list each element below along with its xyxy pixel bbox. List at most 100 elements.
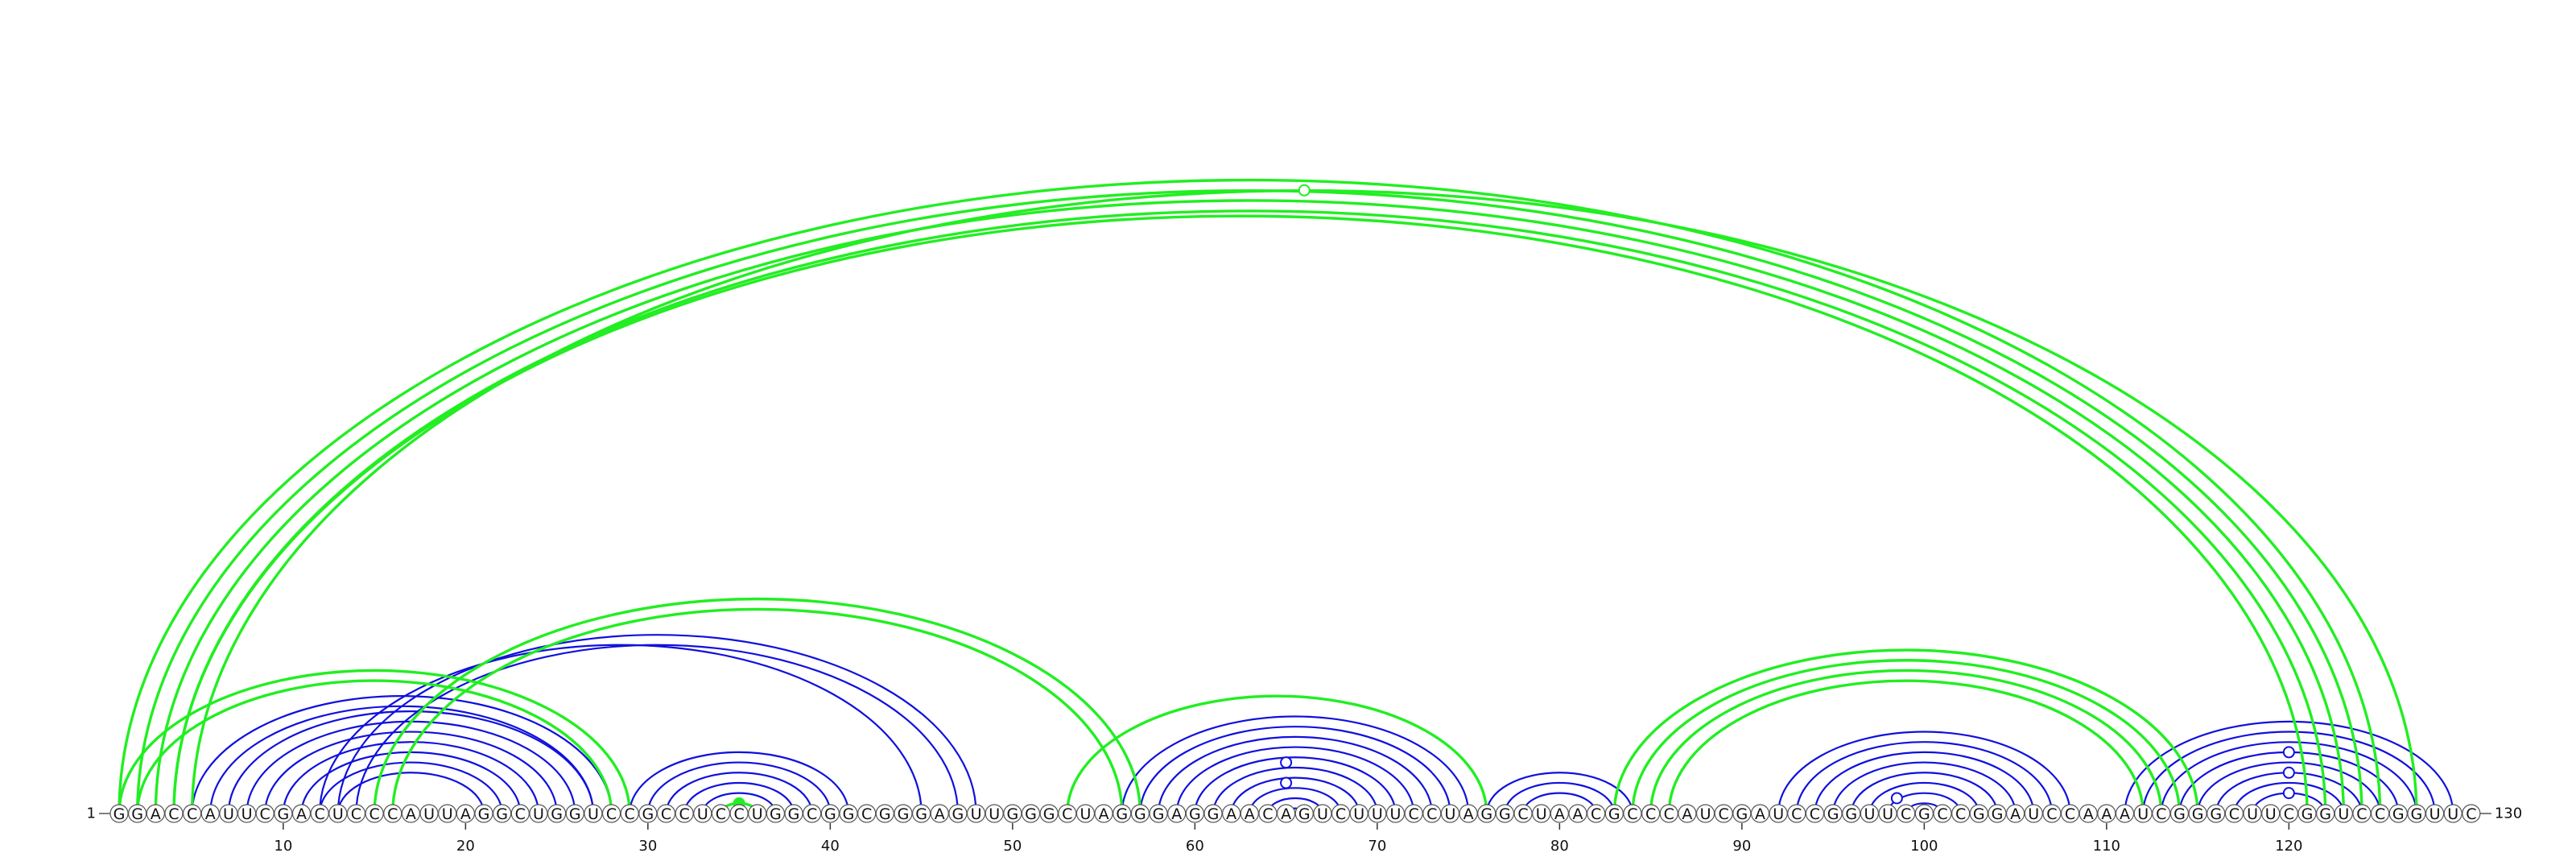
- nucleotide-letter: G: [1006, 805, 1018, 823]
- nucleotide-circle: [1823, 804, 1843, 823]
- blue-arc-95-105: [1832, 761, 2017, 814]
- nucleotide-circle: [1331, 804, 1351, 823]
- nucleotide-circle: [2316, 804, 2335, 823]
- nucleotide-circle: [2443, 804, 2462, 823]
- nucleotide-letter: A: [1554, 805, 1565, 823]
- nucleotide-circle: [711, 804, 731, 823]
- nucleotide-circle: [1842, 804, 1861, 823]
- nucleotide-91: A: [1750, 804, 1770, 823]
- nucleotide-letter: G: [843, 805, 855, 823]
- nucleotide-118: U: [2243, 804, 2262, 823]
- nucleotide-letter: G: [898, 805, 910, 823]
- nucleotide-letter: G: [1043, 805, 1055, 823]
- blue-arc-112-128: [2142, 731, 2436, 814]
- nucleotide-42: C: [857, 804, 877, 823]
- nucleotide-61: G: [1203, 804, 1223, 823]
- nucleotide-106: U: [2024, 804, 2043, 823]
- nucleotide-letter: G: [2411, 805, 2423, 823]
- nucleotide-circle: [1313, 804, 1332, 823]
- nucleotide-82: C: [1587, 804, 1606, 823]
- blue-arc-8-26: [246, 720, 576, 814]
- nucleotide-14: C: [346, 804, 366, 823]
- nucleotide-4: C: [164, 804, 184, 823]
- nucleotide-circle: [1714, 804, 1733, 823]
- nucleotide-letter: C: [661, 805, 671, 823]
- green-arc-5-127: [190, 188, 2418, 814]
- nucleotide-76: G: [1477, 804, 1496, 823]
- nucleotide-119: U: [2261, 804, 2281, 823]
- nucleotide-5: C: [183, 804, 202, 823]
- nucleotide-letter: C: [1719, 805, 1729, 823]
- nucleotide-letter: G: [1992, 805, 2004, 823]
- blue-arc-113-127: [2160, 741, 2417, 814]
- nucleotide-68: C: [1331, 804, 1351, 823]
- nucleotide-circle: [383, 804, 402, 823]
- nucleotide-circle: [584, 804, 603, 823]
- nucleotide-circle: [1276, 804, 1296, 823]
- nucleotide-letter: G: [478, 805, 490, 823]
- nucleotide-circle: [1130, 804, 1150, 823]
- blue-arc-115-125: [2197, 761, 2381, 814]
- nucleotide-circle: [1167, 804, 1187, 823]
- base-pair-arcs: [118, 178, 2454, 814]
- nucleotide-letter: G: [824, 805, 836, 823]
- nucleotide-letter: U: [989, 805, 1000, 823]
- nucleotide-letter: U: [697, 805, 708, 823]
- nucleotide-circle: [985, 804, 1004, 823]
- blue-arc-12-45: [319, 644, 923, 814]
- nucleotide-letter: G: [1827, 805, 1839, 823]
- nucleotide-98: U: [1878, 804, 1897, 823]
- green-arc-4-122: [172, 209, 2327, 814]
- nucleotide-18: U: [419, 804, 439, 823]
- nucleotide-circle: [2297, 804, 2317, 823]
- nucleotide-99: C: [1897, 804, 1916, 823]
- nucleotide-45: G: [911, 804, 931, 823]
- nucleotide-128: U: [2425, 804, 2445, 823]
- nucleotide-circle: [1951, 804, 1971, 823]
- nucleotide-letter: U: [1700, 805, 1711, 823]
- nucleotide-circle: [1368, 804, 1387, 823]
- nucleotide-letter: A: [1245, 805, 1255, 823]
- blue-arc-98-102: [1886, 792, 1962, 814]
- tick-label-40: 40: [821, 838, 840, 855]
- green-arc-1-29: [118, 669, 631, 814]
- tick-label-110: 110: [2093, 838, 2120, 855]
- nucleotide-letter: A: [296, 805, 307, 823]
- nucleotide-2: G: [128, 804, 147, 823]
- nucleotide-circle: [2097, 804, 2116, 823]
- nucleotide-21: G: [474, 804, 493, 823]
- nucleotide-97: U: [1860, 804, 1879, 823]
- nucleotide-69: U: [1349, 804, 1368, 823]
- nucleotide-81: A: [1568, 804, 1587, 823]
- nucleotide-110: A: [2097, 804, 2116, 823]
- nucleotide-letter: C: [1901, 805, 1911, 823]
- nucleotide-letter: C: [2065, 805, 2075, 823]
- nucleotide-circle: [766, 804, 786, 823]
- nucleotide-112: U: [2133, 804, 2153, 823]
- nucleotide-letter: C: [606, 805, 617, 823]
- nucleotide-circle: [948, 804, 968, 823]
- nucleotide-70: U: [1368, 804, 1387, 823]
- nucleotide-circle: [1805, 804, 1825, 823]
- blue-arc-59-72: [1175, 746, 1415, 814]
- nucleotide-12: C: [310, 804, 329, 823]
- blue-marker-114-126: [2282, 746, 2295, 759]
- nucleotide-circle: [693, 804, 712, 823]
- nucleotide-58: G: [1149, 804, 1168, 823]
- nucleotide-circle: [2462, 804, 2481, 823]
- nucleotide-95: G: [1823, 804, 1843, 823]
- nucleotide-60: G: [1185, 804, 1204, 823]
- nucleotide-73: C: [1422, 804, 1442, 823]
- green-arc-2-28: [135, 679, 613, 814]
- blue-marker-62-68: [1280, 776, 1293, 789]
- nucleotide-letter: C: [733, 805, 744, 823]
- nucleotide-circle: [748, 804, 767, 823]
- blue-arc-117-123: [2233, 781, 2345, 814]
- nucleotide-letter: C: [1627, 805, 1637, 823]
- nucleotide-121: G: [2297, 804, 2317, 823]
- nucleotide-113: C: [2152, 804, 2171, 823]
- nucleotide-115: G: [2188, 804, 2207, 823]
- nucleotide-26: G: [565, 804, 584, 823]
- nucleotide-59: A: [1167, 804, 1187, 823]
- nucleotide-letter: C: [387, 805, 398, 823]
